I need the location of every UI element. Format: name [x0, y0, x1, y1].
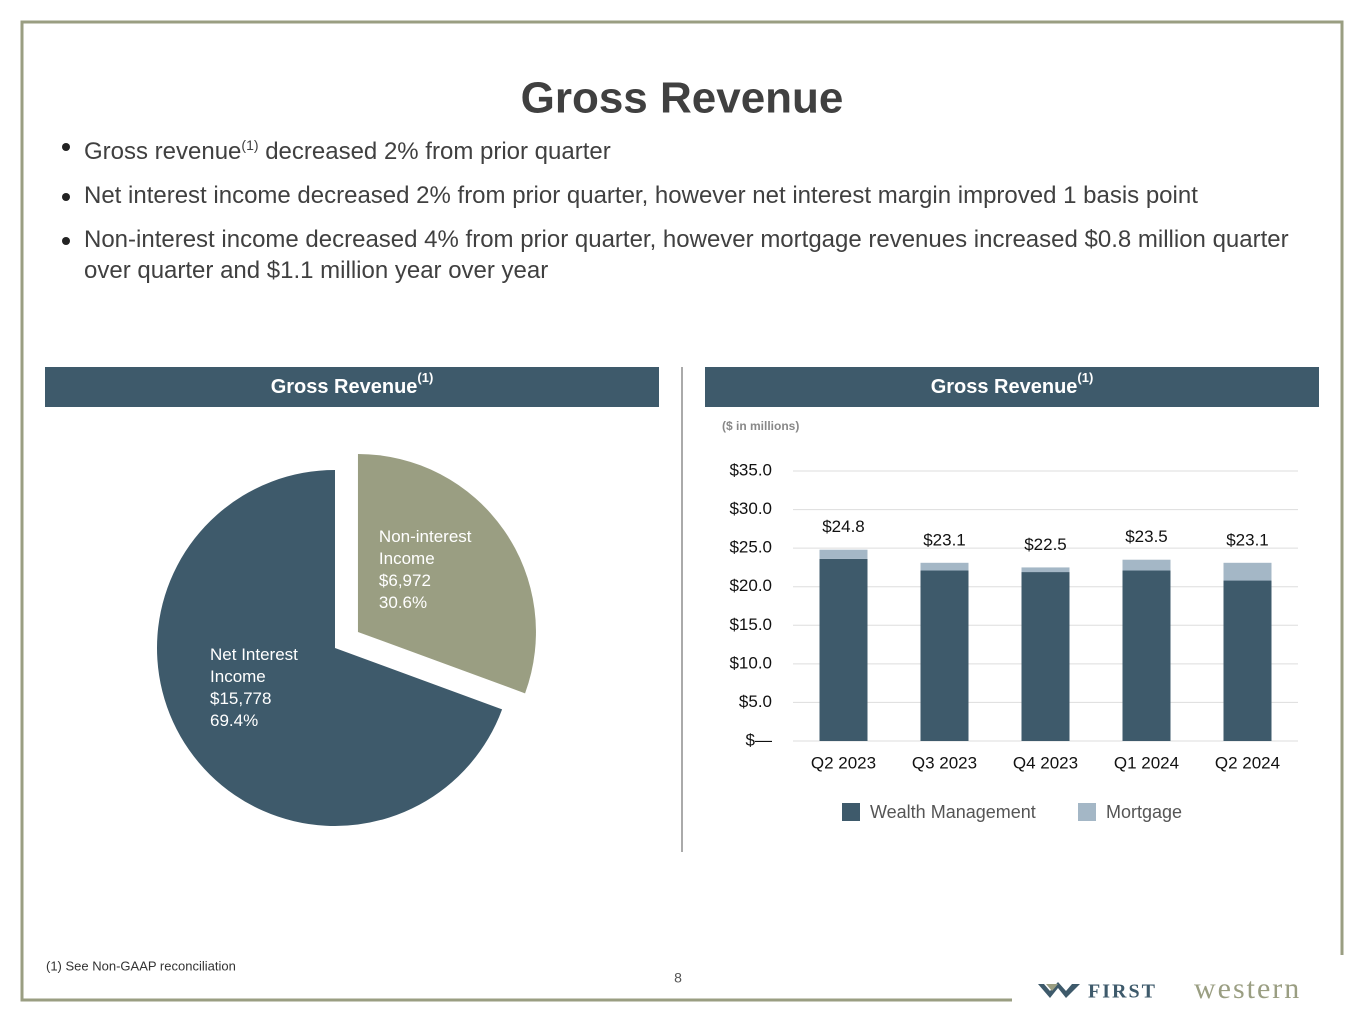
legend-swatch	[842, 803, 860, 821]
panel-title-text: Gross Revenue	[931, 376, 1078, 398]
bar-segment	[1021, 567, 1070, 573]
total-label: $23.5	[1125, 527, 1168, 546]
logo-mark	[1038, 982, 1080, 998]
logo-mark	[1046, 984, 1058, 991]
logo: FIRST western	[1038, 972, 1301, 1005]
bullet-list: Gross revenue(1) decreased 2% from prior…	[58, 130, 1308, 299]
total-label: $23.1	[923, 530, 966, 549]
pie-category: Non-interest Income	[378, 527, 472, 569]
bar-segment	[1223, 580, 1272, 741]
bar-segment	[1021, 572, 1070, 741]
x-tick-label: Q1 2024	[1114, 753, 1179, 772]
bar-segment	[819, 558, 868, 741]
panel-title: Gross Revenue(1)	[931, 370, 1094, 398]
bullet: Net interest income decreased 2% from pr…	[58, 180, 1308, 211]
panel-title: Gross Revenue(1)	[271, 370, 434, 398]
bar-segment	[920, 570, 969, 741]
logo-western: western	[1194, 972, 1301, 1005]
slide-title: Gross Revenue	[521, 74, 844, 123]
bar-segment	[920, 562, 969, 571]
bullet: Non-interest income decreased 4% from pr…	[58, 224, 1308, 286]
panel-header	[705, 367, 1319, 407]
bar-segment	[1122, 559, 1171, 571]
y-tick-label: $—	[746, 730, 772, 749]
bullet-text: Gross revenue	[84, 138, 242, 165]
y-tick-label: $30.0	[729, 499, 772, 518]
footnote: (1) See Non-GAAP reconciliation	[46, 958, 236, 973]
logo-first: FIRST	[1088, 981, 1157, 1003]
footnote-ref: (1)	[1077, 370, 1093, 385]
page-number: 8	[674, 970, 682, 986]
pie-percent: 30.6%	[378, 593, 428, 613]
total-label: $24.8	[822, 517, 865, 536]
pie-slice	[156, 470, 503, 826]
pie-slice	[357, 453, 536, 694]
bar-segment	[819, 549, 868, 559]
frame	[20, 20, 1344, 1002]
footnote-ref: (1)	[417, 370, 433, 385]
footnote-ref: (1)	[241, 137, 259, 153]
total-label: $22.5	[1024, 535, 1067, 554]
x-tick-label: Q2 2024	[1215, 753, 1280, 772]
y-tick-label: $5.0	[739, 692, 772, 711]
pie-percent: 69.4%	[210, 710, 259, 730]
y-tick-label: $15.0	[729, 615, 772, 634]
pie-label: Net Interest Income $15,778 69.4%	[210, 644, 325, 732]
y-tick-label: $10.0	[729, 653, 772, 672]
pie-amount: $15,778	[210, 688, 272, 708]
panel-header	[45, 367, 659, 407]
pie-label: Non-interest Income $6,972 30.6%	[379, 526, 494, 614]
panel-title-text: Gross Revenue	[271, 376, 418, 398]
bullet: Gross revenue(1) decreased 2% from prior…	[58, 130, 1308, 167]
bar-segment	[1122, 570, 1171, 741]
x-tick-label: Q3 2023	[912, 753, 977, 772]
y-tick-label: $35.0	[729, 460, 772, 479]
total-label: $23.1	[1226, 530, 1269, 549]
x-tick-label: Q2 2023	[811, 753, 876, 772]
x-tick-label: Q4 2023	[1013, 753, 1078, 772]
pie-category: Net Interest Income	[210, 644, 298, 686]
bullet-text: decreased 2% from prior quarter	[265, 138, 611, 165]
legend-label: Mortgage	[1106, 802, 1182, 822]
pie-amount: $6,972	[378, 571, 431, 591]
legend-label: Wealth Management	[870, 802, 1036, 822]
bar-segment	[1223, 562, 1272, 581]
chart-subtitle: ($ in millions)	[722, 419, 799, 433]
y-tick-label: $20.0	[729, 576, 772, 595]
y-tick-label: $25.0	[729, 538, 772, 557]
legend-swatch	[1078, 803, 1096, 821]
